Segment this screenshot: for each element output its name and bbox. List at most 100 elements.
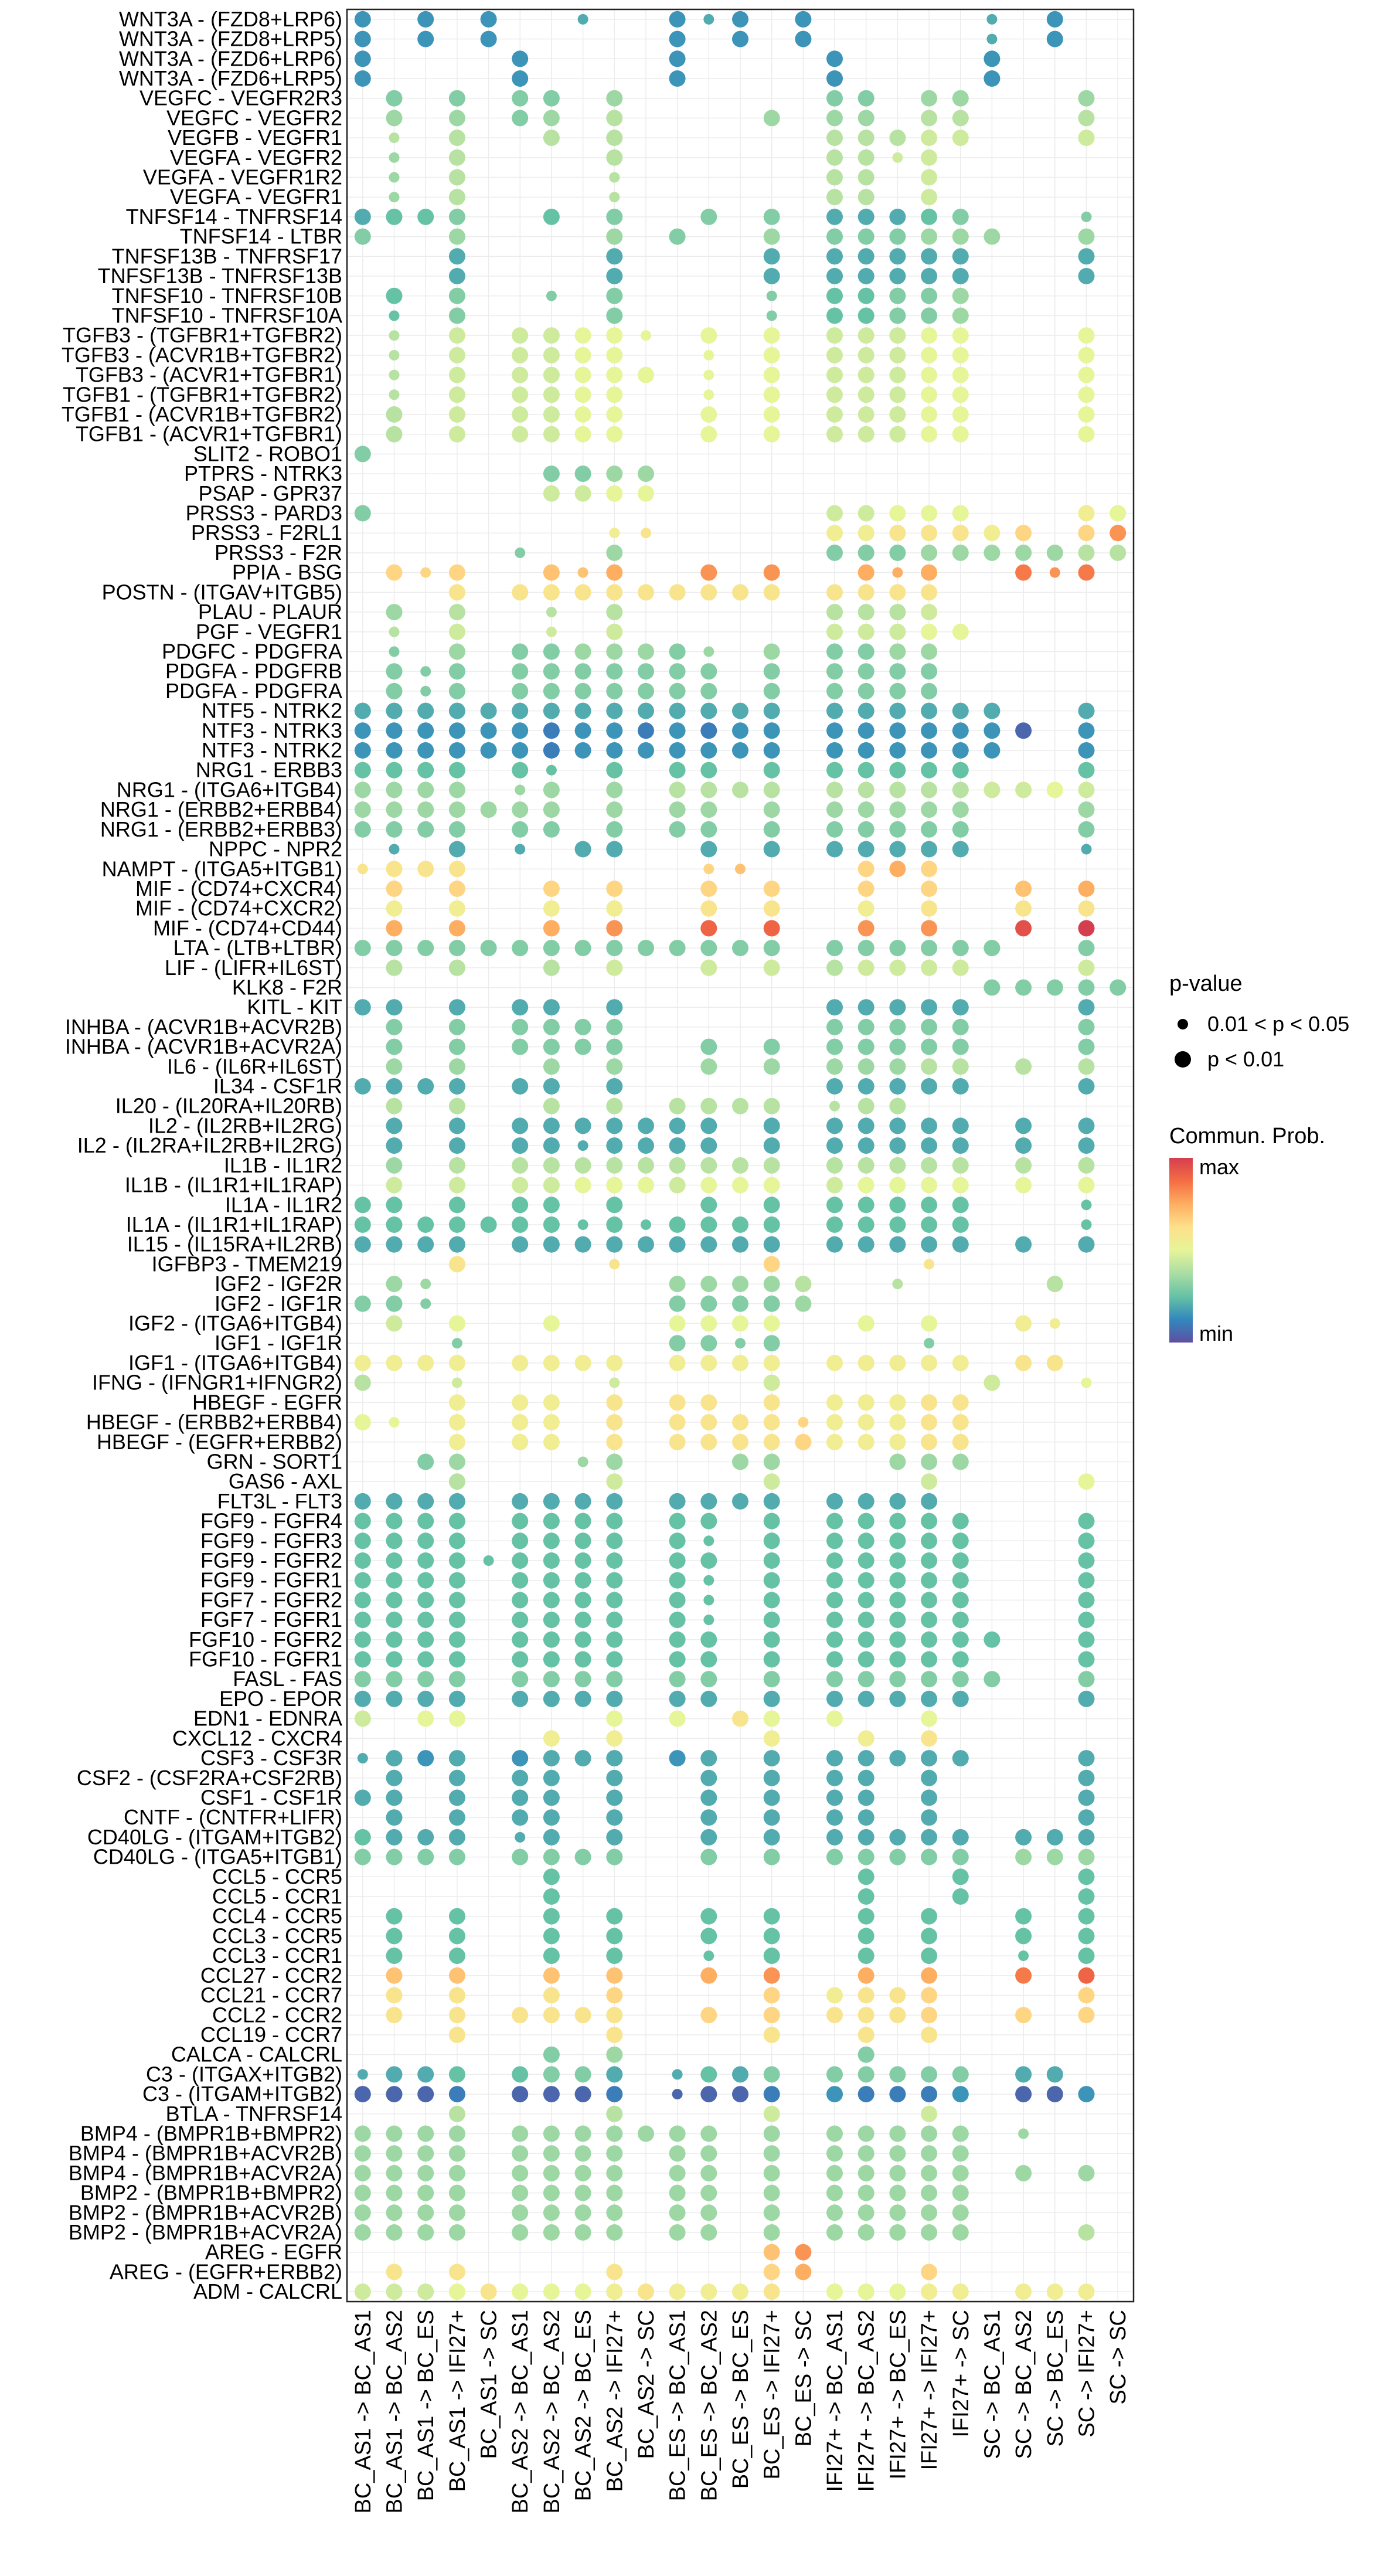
data-point — [512, 1414, 529, 1430]
data-point — [448, 1473, 465, 1490]
data-point — [889, 2086, 906, 2103]
data-point — [952, 426, 969, 443]
data-point — [448, 861, 465, 878]
data-point — [763, 1276, 780, 1293]
data-point — [952, 1236, 969, 1253]
data-point — [669, 1513, 686, 1530]
data-point — [512, 2164, 529, 2181]
data-point — [889, 505, 906, 522]
data-point — [638, 940, 654, 957]
data-point — [826, 70, 843, 87]
data-point — [448, 1078, 465, 1095]
data-point — [857, 426, 874, 443]
x-tick-label: SC -> IFI27+ — [1074, 2310, 1099, 2438]
data-point — [763, 1690, 780, 1707]
data-point — [386, 1236, 403, 1253]
data-point — [512, 1789, 529, 1806]
data-point — [606, 1216, 623, 1233]
data-point — [354, 999, 371, 1016]
data-point — [826, 110, 843, 127]
data-point — [543, 1928, 560, 1945]
data-point — [669, 1137, 686, 1154]
data-point — [354, 70, 371, 87]
data-point — [700, 841, 717, 858]
data-point — [1078, 346, 1095, 363]
data-point — [543, 920, 560, 937]
data-point — [826, 327, 843, 344]
data-point — [952, 940, 969, 957]
data-point — [889, 1532, 906, 1549]
data-point — [386, 742, 403, 759]
data-point — [543, 1612, 560, 1629]
data-point — [984, 979, 1001, 996]
data-point — [386, 1631, 403, 1648]
data-point — [386, 1058, 403, 1075]
data-point — [857, 1750, 874, 1767]
data-point — [703, 646, 714, 657]
data-point — [763, 2086, 780, 2103]
data-point — [857, 2145, 874, 2162]
data-point — [574, 2007, 591, 2024]
y-tick-label: TNFSF10 - TNFRSF10A — [112, 303, 342, 327]
data-point — [700, 564, 717, 581]
data-point — [889, 1018, 906, 1035]
data-point — [889, 268, 906, 284]
data-point — [889, 999, 906, 1016]
data-point — [480, 742, 497, 759]
data-point — [857, 604, 874, 621]
data-point — [606, 1769, 623, 1786]
data-point — [606, 1137, 623, 1154]
data-point — [826, 287, 843, 304]
y-tick-label: INHBA - (ACVR1B+ACVR2B) — [65, 1015, 342, 1039]
pvalue-legend: p-value 0.01 < p < 0.05 p < 0.01 — [1169, 971, 1349, 1071]
data-point — [417, 781, 434, 798]
data-point — [606, 1552, 623, 1569]
data-point — [606, 1058, 623, 1075]
data-point — [386, 2086, 403, 2103]
data-point — [606, 1928, 623, 1945]
data-point — [606, 1948, 623, 1965]
data-point — [448, 346, 465, 363]
data-point — [921, 999, 938, 1016]
data-point — [921, 189, 938, 206]
data-point — [512, 327, 529, 344]
data-point — [574, 1848, 591, 1865]
data-point — [417, 1572, 434, 1589]
data-point — [606, 2105, 623, 2122]
data-point — [543, 1493, 560, 1510]
data-point — [1078, 1848, 1095, 1865]
data-point — [1015, 2164, 1032, 2181]
data-point — [543, 130, 560, 147]
data-point — [512, 1078, 529, 1095]
data-point — [889, 1987, 906, 2004]
data-point — [984, 70, 1001, 87]
x-tick-label: BC_ES -> IFI27+ — [760, 2310, 785, 2479]
y-tick-label: TNFSF13B - TNFRSF13B — [98, 264, 342, 288]
data-point — [826, 90, 843, 107]
data-point — [669, 781, 686, 798]
data-point — [606, 2184, 623, 2201]
data-point — [700, 1829, 717, 1846]
data-point — [354, 2086, 371, 2103]
data-point — [543, 1987, 560, 2004]
data-point — [1046, 30, 1063, 47]
data-point — [763, 1097, 780, 1114]
data-point — [921, 1137, 938, 1154]
data-point — [448, 169, 465, 186]
data-point — [763, 584, 780, 601]
data-point — [574, 1157, 591, 1174]
data-point — [1078, 1177, 1095, 1194]
data-point — [857, 1612, 874, 1629]
data-point — [448, 1592, 465, 1609]
data-point — [892, 1279, 903, 1290]
data-point — [700, 2204, 717, 2221]
data-point — [826, 1750, 843, 1767]
data-point — [417, 2164, 434, 2181]
data-point — [512, 70, 529, 87]
y-tick-label: VEGFC - VEGFR2R3 — [139, 86, 342, 110]
data-point — [763, 1394, 780, 1411]
y-tick-label: IL1A - IL1R2 — [225, 1192, 342, 1216]
data-point — [1078, 1532, 1095, 1549]
data-point — [1081, 211, 1092, 222]
data-point — [921, 130, 938, 147]
